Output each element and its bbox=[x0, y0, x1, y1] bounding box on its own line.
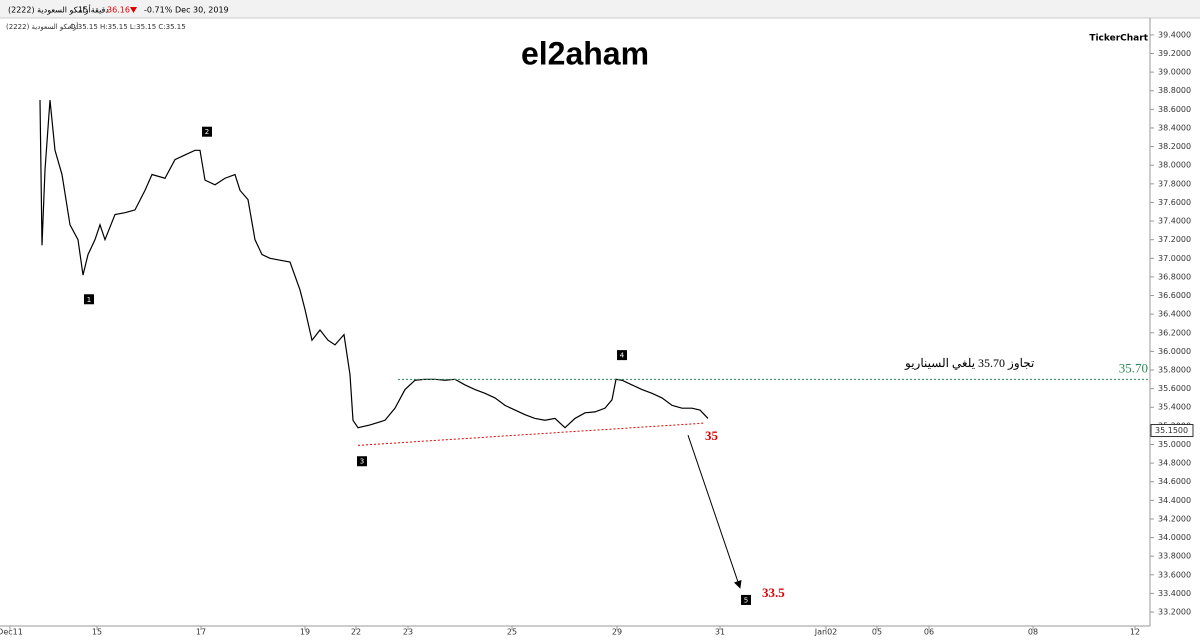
x-tick-label: 08 bbox=[1028, 628, 1038, 637]
wave-box bbox=[202, 126, 212, 137]
y-tick-label: 37.2000 bbox=[1158, 235, 1191, 244]
y-tick-label: 38.2000 bbox=[1158, 142, 1191, 151]
x-tick-label: 06 bbox=[924, 628, 934, 637]
support-label: 35 bbox=[705, 428, 719, 443]
y-tick-label: 38.8000 bbox=[1158, 86, 1191, 95]
resistance-note: تجاوز 35.70 يلغي السيناريو bbox=[904, 356, 1034, 370]
header-bar bbox=[0, 0, 1200, 18]
x-tick-label: 12 bbox=[1130, 628, 1140, 637]
wave-label: 3 bbox=[360, 458, 364, 466]
y-tick-label: 37.6000 bbox=[1158, 198, 1191, 207]
x-tick-label: 17 bbox=[196, 628, 206, 637]
price-line bbox=[39, 99, 709, 429]
x-tick-label: 25 bbox=[507, 628, 517, 637]
y-tick-label: 33.6000 bbox=[1158, 570, 1191, 579]
y-tick-label: 34.6000 bbox=[1158, 477, 1191, 486]
y-tick-label: 37.0000 bbox=[1158, 254, 1191, 263]
down-icon bbox=[130, 7, 137, 13]
x-tick-label: 19 bbox=[300, 628, 310, 637]
y-tick-label: 33.2000 bbox=[1158, 608, 1191, 617]
x-tick-label: 22 bbox=[351, 628, 361, 637]
wave-label: 2 bbox=[205, 128, 209, 136]
y-tick-label: 34.2000 bbox=[1158, 514, 1191, 523]
y-tick-label: 38.0000 bbox=[1158, 161, 1191, 170]
change: -0.71% bbox=[144, 6, 173, 15]
x-tick-label: Dec11 bbox=[0, 628, 23, 637]
y-tick-label: 35.8000 bbox=[1158, 366, 1191, 375]
support-line bbox=[357, 422, 706, 446]
wave-label: 1 bbox=[87, 296, 91, 304]
interval: 15 دقيقة bbox=[78, 6, 109, 15]
ohlc-symbol: أرامكو السعودية (2222) bbox=[6, 22, 78, 31]
x-tick-label: 23 bbox=[403, 628, 413, 637]
y-tick-label: 35.0000 bbox=[1158, 440, 1191, 449]
price: 36.16 bbox=[107, 6, 130, 15]
target-label: 33.5 bbox=[762, 585, 785, 600]
symbol: أرامكو السعودية (2222) bbox=[8, 5, 91, 15]
resistance-label: 35.70 bbox=[1119, 360, 1148, 375]
y-tick-label: 35.6000 bbox=[1158, 384, 1191, 393]
watermark: TickerChart bbox=[1089, 34, 1148, 44]
wave-box bbox=[84, 294, 94, 305]
y-tick-label: 36.6000 bbox=[1158, 291, 1191, 300]
y-tick-label: 34.0000 bbox=[1158, 533, 1191, 542]
y-tick-label: 38.6000 bbox=[1158, 105, 1191, 114]
wave-box bbox=[741, 594, 751, 605]
y-tick-label: 33.4000 bbox=[1158, 589, 1191, 598]
ohlc: O:35.15 H:35.15 L:35.15 C:35.15 bbox=[70, 23, 186, 31]
date: Dec 30, 2019 bbox=[175, 6, 229, 15]
y-tick-label: 35.4000 bbox=[1158, 403, 1191, 412]
x-tick-label: 31 bbox=[715, 628, 725, 637]
wave-box bbox=[617, 350, 627, 361]
y-tick-label: 36.0000 bbox=[1158, 347, 1191, 356]
x-tick-label: Jan02 bbox=[814, 628, 838, 637]
last-price-tag bbox=[1150, 424, 1194, 438]
y-tick-label: 36.2000 bbox=[1158, 328, 1191, 337]
y-tick-label: 39.4000 bbox=[1158, 30, 1191, 39]
y-tick-label: 37.8000 bbox=[1158, 179, 1191, 188]
x-tick-label: 29 bbox=[612, 628, 622, 637]
x-tick-label: 15 bbox=[92, 628, 102, 637]
target-arrow bbox=[687, 435, 742, 589]
wave-box bbox=[357, 456, 367, 467]
y-tick-label: 39.0000 bbox=[1158, 68, 1191, 77]
y-tick-label: 39.2000 bbox=[1158, 49, 1191, 58]
wave-label: 5 bbox=[744, 596, 748, 604]
y-tick-label: 34.8000 bbox=[1158, 459, 1191, 468]
y-tick-label: 34.4000 bbox=[1158, 496, 1191, 505]
last-price-label: 35.1500 bbox=[1155, 426, 1188, 435]
y-tick-label: 38.4000 bbox=[1158, 123, 1191, 132]
wave-label: 4 bbox=[620, 352, 625, 360]
chart-title: el2aham bbox=[521, 35, 649, 71]
y-tick-label: 36.8000 bbox=[1158, 272, 1191, 281]
y-tick-label: 33.8000 bbox=[1158, 552, 1191, 561]
x-tick-label: 05 bbox=[872, 628, 882, 637]
y-tick-label: 36.4000 bbox=[1158, 310, 1191, 319]
y-tick-label: 37.4000 bbox=[1158, 217, 1191, 226]
